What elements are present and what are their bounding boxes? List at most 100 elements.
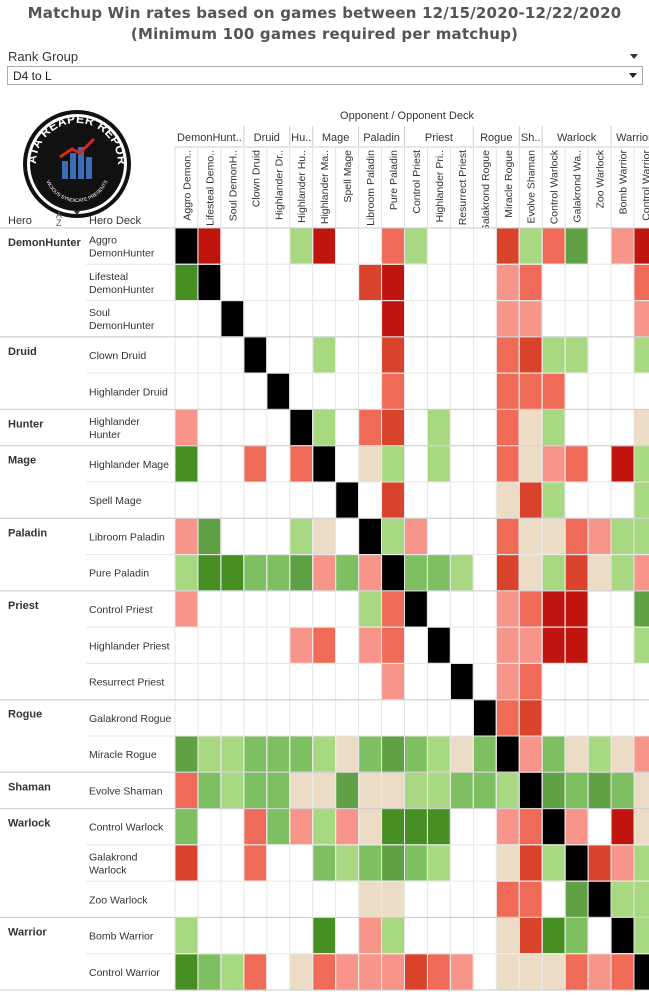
heatmap-cell [335, 626, 360, 664]
column-label: Soul DemonH.. [227, 150, 239, 221]
heatmap-cell [587, 408, 612, 447]
heatmap-cell [312, 408, 337, 447]
rank-group-select[interactable]: D4 to L [7, 66, 643, 85]
heatmap-cell [289, 735, 314, 773]
heatmap-cell [243, 227, 268, 265]
heatmap-cell [358, 408, 383, 447]
heatmap-cell [220, 699, 245, 737]
column-group-label: Hu.. [291, 132, 311, 144]
heatmap-cell [335, 590, 360, 628]
heatmap-cell [289, 227, 314, 265]
filter-menu-icon[interactable] [630, 54, 638, 59]
hero-deck-label: Lifesteal [89, 271, 128, 283]
heatmap-cell [495, 844, 520, 882]
column-label: Highlander Hu.. [296, 150, 308, 223]
heatmap-cell [633, 445, 649, 483]
heatmap-cell [220, 408, 245, 447]
heatmap-cell [495, 408, 520, 447]
heatmap-cell [449, 953, 474, 991]
heatmap-cell [495, 626, 520, 664]
heatmap-cell [289, 771, 314, 810]
heatmap-cell [404, 517, 428, 556]
heatmap-cell [358, 372, 383, 410]
heatmap-cell [633, 844, 649, 882]
heatmap-cell [633, 554, 649, 592]
heatmap-cell [335, 953, 360, 991]
hero-group-label: Hunter [8, 418, 44, 430]
heatmap-cell [541, 880, 566, 918]
logo-bar [70, 153, 76, 179]
row-header-hero: Hero [8, 215, 32, 227]
hero-group-label: Paladin [8, 527, 47, 539]
heatmap-cell [335, 517, 360, 556]
heatmap-cell [220, 372, 245, 410]
heatmap-cell [564, 517, 589, 556]
heatmap-cell [495, 445, 520, 483]
heatmap-cell [243, 300, 268, 338]
heatmap-cell [197, 336, 222, 374]
heatmap-cell [404, 735, 428, 773]
column-label: Pure Paladin [388, 150, 400, 210]
heatmap-cell [518, 590, 543, 628]
heatmap-cell [587, 227, 612, 265]
sort-menu-icon[interactable] [74, 211, 80, 215]
heatmap-cell [197, 481, 222, 519]
column-label: Aggro Demon.. [181, 150, 193, 221]
heatmap-cell [335, 662, 360, 701]
hero-deck-label: Aggro [89, 235, 117, 247]
hero-deck-label: Pure Paladin [89, 568, 149, 580]
heatmap-cell [564, 445, 589, 483]
heatmap-cell [220, 300, 245, 338]
heatmap-cell [335, 844, 360, 882]
heatmap-cell [289, 808, 314, 846]
heatmap-cell [197, 590, 222, 628]
heatmap-cell [381, 735, 405, 773]
heatmap-cell [197, 300, 222, 338]
heatmap-cell [312, 445, 337, 483]
hero-deck-label: DemonHunter [89, 284, 155, 296]
heatmap-cell [358, 953, 383, 991]
column-group-label: Rogue [480, 132, 512, 144]
heatmap-cell [472, 372, 497, 410]
heatmap-cell [243, 408, 268, 447]
heatmap-cell [495, 300, 520, 338]
heatmap-cell [449, 227, 474, 265]
heatmap-cell [587, 300, 612, 338]
heatmap-cell [312, 626, 337, 664]
heatmap-cell [381, 227, 405, 265]
heatmap-cell [335, 372, 360, 410]
heatmap-cell [564, 953, 589, 991]
hero-deck-label: Evolve Shaman [89, 785, 163, 797]
heatmap-cell [541, 662, 566, 701]
heatmap-cell [289, 336, 314, 374]
heatmap-cell [472, 408, 497, 447]
heatmap-cell [587, 735, 612, 773]
column-label: Zoo Warlock [595, 149, 607, 208]
heatmap-cell [381, 263, 405, 302]
heatmap-cell [472, 916, 497, 955]
heatmap-cell [197, 844, 222, 882]
chart-title: Matchup Win rates based on games between… [0, 3, 649, 45]
heatmap-cell [541, 626, 566, 664]
logo-trend-line [59, 137, 96, 159]
heatmap-cell [404, 227, 428, 265]
heatmap-cell [312, 517, 337, 556]
heatmap-cell [610, 735, 635, 773]
heatmap-cell [289, 626, 314, 664]
column-group-label: Druid [254, 132, 280, 144]
column-label: Control Warlock [549, 149, 561, 224]
heatmap-cell [541, 699, 566, 737]
heatmap-cell [243, 590, 268, 628]
heatmap-cell [610, 554, 635, 592]
heatmap-cell [381, 771, 405, 810]
heatmap-cell [197, 517, 222, 556]
heatmap-cell [197, 662, 222, 701]
heatmap-cell [495, 953, 520, 991]
heatmap-cell [266, 590, 291, 628]
heatmap-cell [426, 517, 451, 556]
heatmap-cell [243, 517, 268, 556]
heatmap-cell [266, 808, 291, 846]
heatmap-cell [220, 844, 245, 882]
heatmap-cell [312, 916, 337, 955]
